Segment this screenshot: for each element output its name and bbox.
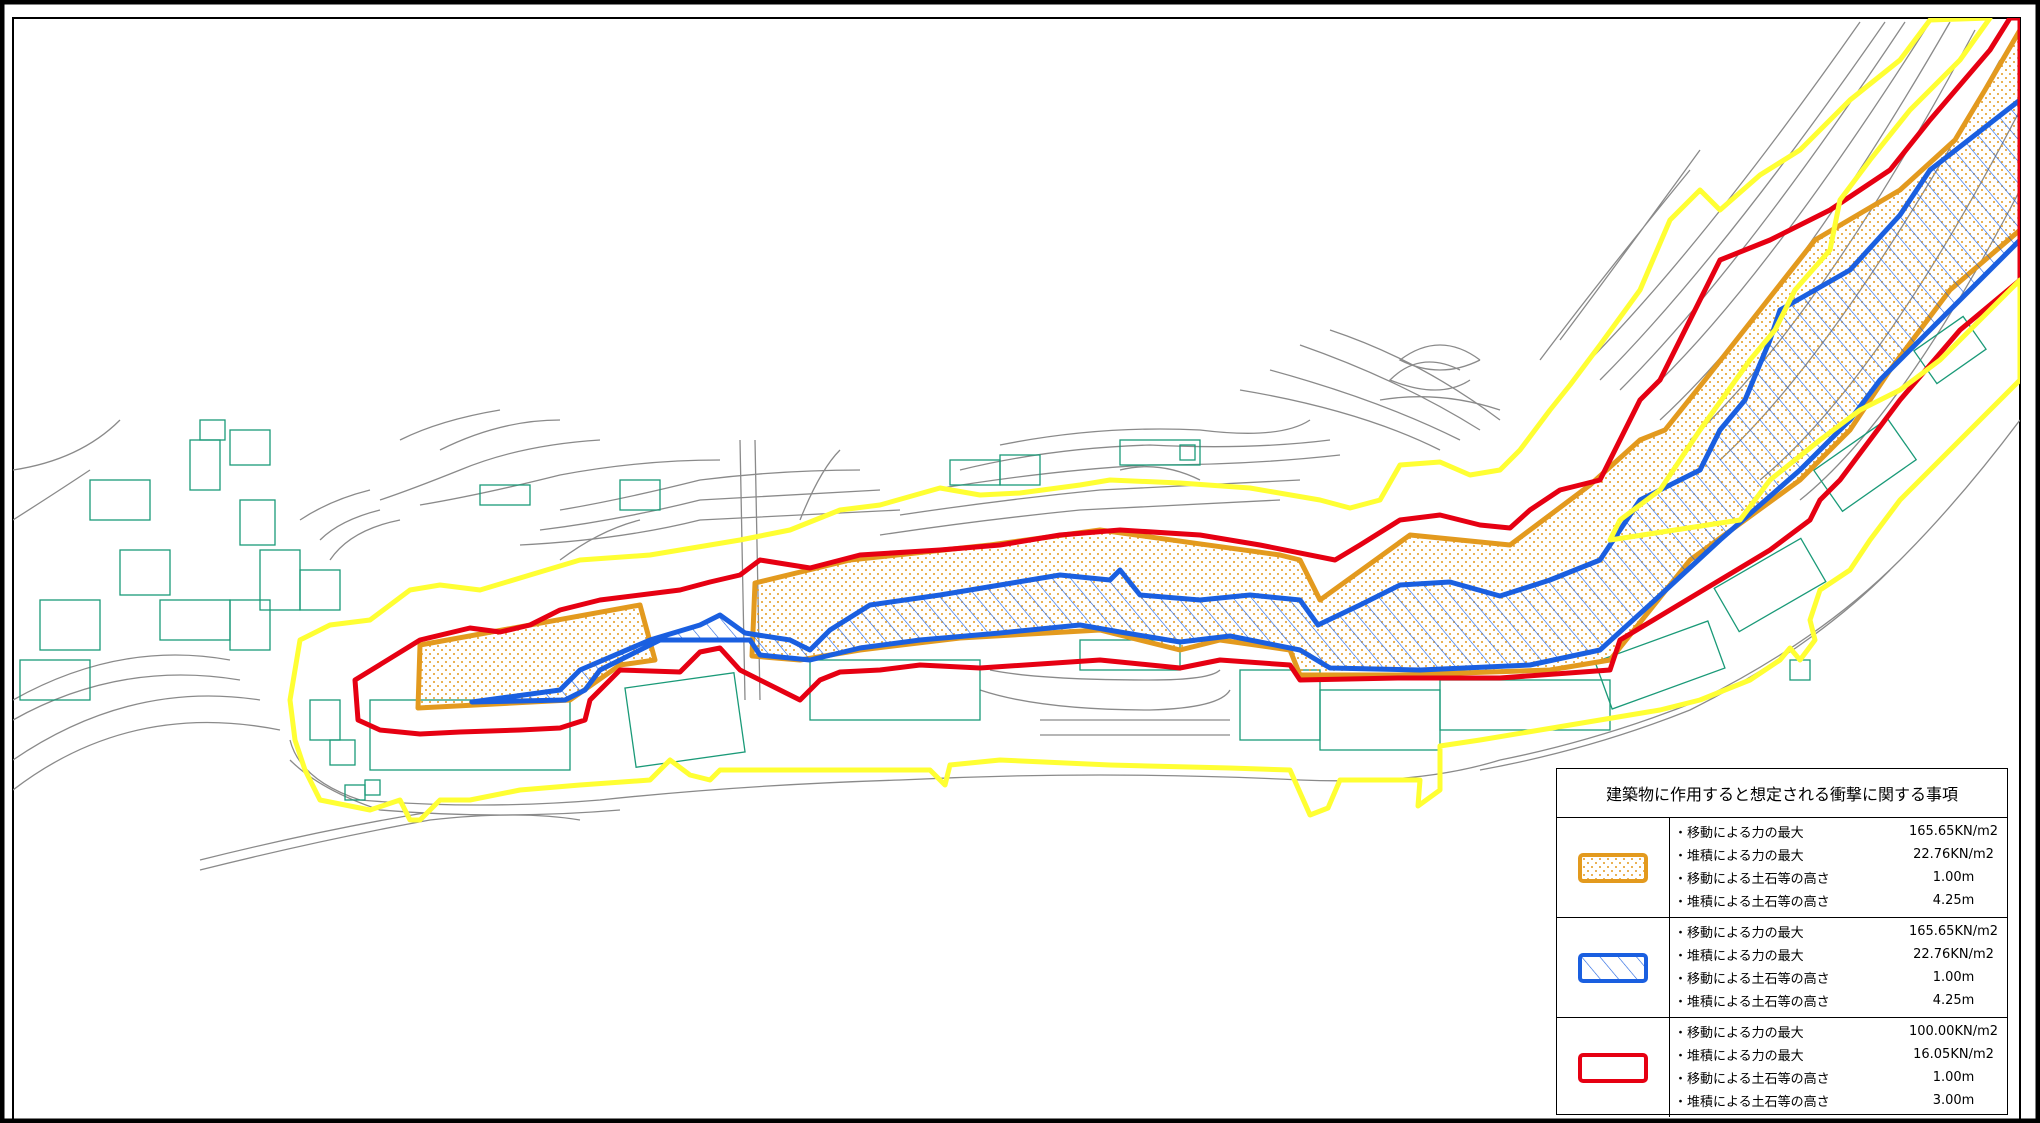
legend-item-label: ・移動による力の最大 [1674, 1026, 1804, 1041]
legend-item-value: 100.00KN/m2 [1908, 1024, 1999, 1039]
legend-item: ・移動による力の最大 165.65KN/m2 [1674, 820, 2007, 843]
legend-title: 建築物に作用すると想定される衝撃に関する事項 [1557, 769, 2007, 818]
legend-item: ・移動による土石等の高さ 1.00m [1674, 966, 2007, 989]
legend-item: ・移動による力の最大 165.65KN/m2 [1674, 920, 2007, 943]
blue-hatched-zone [469, 97, 2020, 705]
legend-item-label: ・移動による力の最大 [1674, 826, 1804, 841]
yellow-boundary [287, 18, 2020, 823]
hazard-map [13, 18, 2020, 871]
legend-item-value: 4.25m [1932, 893, 1975, 908]
legend-swatch-cell [1557, 1018, 1670, 1117]
legend-item-label: ・移動による土石等の高さ [1674, 1072, 1830, 1087]
legend-item-label: ・移動による力の最大 [1674, 926, 1804, 941]
legend-item: ・堆積による力の最大 22.76KN/m2 [1674, 943, 2007, 966]
legend-item: ・堆積による土石等の高さ 4.25m [1674, 889, 2007, 912]
legend-item-label: ・堆積による土石等の高さ [1674, 1095, 1830, 1110]
legend-item-value: 4.25m [1932, 993, 1975, 1008]
legend-item-label: ・堆積による力の最大 [1674, 1049, 1804, 1064]
legend-item-value: 165.65KN/m2 [1908, 824, 1999, 839]
legend-item-value: 1.00m [1932, 970, 1975, 985]
legend-item-label: ・堆積による土石等の高さ [1674, 895, 1830, 910]
red-outline-zone [352, 18, 2020, 737]
legend-item-label: ・移動による土石等の高さ [1674, 972, 1830, 987]
legend-item-value: 22.76KN/m2 [1913, 947, 1994, 962]
legend-item: ・堆積による力の最大 16.05KN/m2 [1674, 1043, 2007, 1066]
legend-item-value: 22.76KN/m2 [1913, 847, 1994, 862]
legend-item: ・堆積による土石等の高さ 3.00m [1674, 1089, 2007, 1112]
legend-item: ・移動による土石等の高さ 1.00m [1674, 1066, 2007, 1089]
blue-hatched-swatch-icon [1578, 952, 1648, 983]
legend-swatch-cell [1557, 918, 1670, 1017]
legend-item-value: 1.00m [1932, 1070, 1975, 1085]
legend-items: ・移動による力の最大 165.65KN/m2 ・堆積による力の最大 22.76KN/… [1670, 918, 2007, 1017]
legend-item-value: 16.05KN/m2 [1913, 1047, 1994, 1062]
legend-row-orange: ・移動による力の最大 165.65KN/m2 ・堆積による力の最大 22.76KN/… [1557, 818, 2007, 918]
legend-items: ・移動による力の最大 165.65KN/m2 ・堆積による力の最大 22.76KN/… [1670, 818, 2007, 917]
legend-item: ・移動による力の最大 100.00KN/m2 [1674, 1020, 2007, 1043]
legend-item-label: ・堆積による力の最大 [1674, 849, 1804, 864]
legend-item: ・堆積による土石等の高さ 4.25m [1674, 989, 2007, 1012]
legend-item: ・移動による土石等の高さ 1.00m [1674, 866, 2007, 889]
legend-swatch-cell [1557, 818, 1670, 917]
orange-dotted-swatch-icon [1578, 852, 1648, 883]
legend-item-value: 3.00m [1932, 1093, 1975, 1108]
legend-item-label: ・堆積による土石等の高さ [1674, 995, 1830, 1010]
legend-item-label: ・堆積による力の最大 [1674, 949, 1804, 964]
legend-item-label: ・移動による土石等の高さ [1674, 872, 1830, 887]
legend-item: ・堆積による力の最大 22.76KN/m2 [1674, 843, 2007, 866]
red-outline-swatch-icon [1578, 1052, 1648, 1083]
legend-item-value: 165.65KN/m2 [1908, 924, 1999, 939]
legend-row-red: ・移動による力の最大 100.00KN/m2 ・堆積による力の最大 16.05KN/… [1557, 1018, 2007, 1117]
legend-row-blue: ・移動による力の最大 165.65KN/m2 ・堆積による力の最大 22.76KN/… [1557, 918, 2007, 1018]
legend-panel: 建築物に作用すると想定される衝撃に関する事項 ・移動による力の最大 165.65K… [1556, 768, 2008, 1117]
legend-item-value: 1.00m [1932, 870, 1975, 885]
legend-items: ・移動による力の最大 100.00KN/m2 ・堆積による力の最大 16.05KN/… [1670, 1018, 2007, 1117]
